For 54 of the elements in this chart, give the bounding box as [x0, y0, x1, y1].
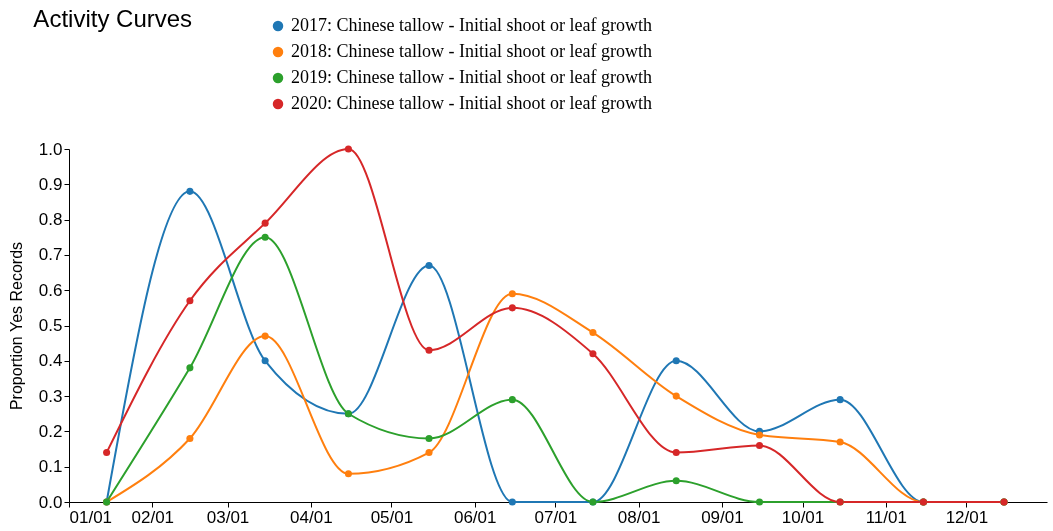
y-tick-label: 0.6 [38, 280, 63, 300]
point [508, 396, 516, 404]
point [425, 434, 433, 442]
point [672, 477, 680, 485]
legend-label: 2017: Chinese tallow - Initial shoot or leaf growth [291, 15, 652, 35]
y-tick-label: 0.0 [38, 492, 63, 512]
point [755, 441, 764, 450]
point [261, 357, 269, 365]
x-tick-label: 04/01 [290, 507, 333, 527]
point [344, 145, 352, 153]
point [755, 431, 764, 439]
point [508, 498, 516, 506]
point [672, 392, 680, 400]
x-tick-label: 10/01 [781, 507, 825, 527]
y-axis-title: Proportion Yes Records [7, 241, 25, 411]
x-tick-label: 07/01 [534, 507, 578, 527]
point [755, 498, 764, 506]
y-tick-label: 1.0 [38, 139, 63, 159]
point [589, 350, 597, 358]
point [836, 438, 844, 446]
x-tick-label: 09/01 [701, 507, 744, 527]
point [425, 346, 433, 354]
legend-label: 2020: Chinese tallow - Initial shoot or leaf growth [291, 93, 652, 113]
point [672, 357, 680, 365]
point [344, 470, 352, 478]
point [261, 233, 269, 241]
x-tick-label: 05/01 [370, 507, 414, 527]
y-tick-label: 0.9 [38, 174, 63, 194]
y-tick-label: 0.8 [38, 210, 63, 230]
point [425, 261, 433, 270]
chart-title: Activity Curves [33, 5, 193, 32]
point [672, 449, 680, 457]
y-tick-label: 0.3 [38, 386, 63, 406]
point [425, 449, 433, 457]
point [508, 290, 516, 298]
y-tick-label: 0.2 [38, 421, 63, 441]
point [261, 332, 269, 340]
y-tick-label: 0.4 [38, 351, 63, 371]
y-tick-label: 0.1 [38, 457, 63, 477]
y-tick-label: 0.5 [38, 316, 63, 335]
x-tick-label: 01/01 [69, 507, 113, 527]
point [261, 219, 269, 227]
x-tick-label: 03/01 [206, 507, 250, 527]
x-tick-label: 02/01 [131, 507, 175, 527]
point [508, 304, 516, 312]
legend-label: 2019: Chinese tallow - Initial shoot or leaf growth [291, 67, 652, 87]
x-tick-label: 06/01 [453, 507, 497, 527]
y-tick-label: 0.7 [38, 245, 63, 265]
legend-label: 2018: Chinese tallow - Initial shoot or leaf growth [291, 41, 652, 61]
point [589, 329, 597, 337]
x-tick-label: 11/01 [865, 507, 907, 527]
x-tick-label: 08/01 [617, 507, 661, 527]
point [836, 396, 844, 404]
x-tick-label: 12/01 [945, 507, 989, 527]
